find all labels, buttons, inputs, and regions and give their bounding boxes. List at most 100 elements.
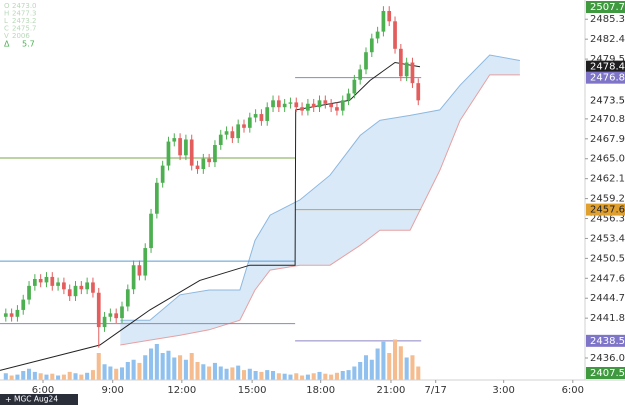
volume-bar xyxy=(149,348,154,380)
volume-bar xyxy=(404,357,409,380)
candle-body xyxy=(329,103,333,108)
candle-body xyxy=(346,93,351,101)
candle-body xyxy=(236,124,241,139)
candle-body xyxy=(96,292,101,328)
volume-bar xyxy=(398,346,403,380)
candle-body xyxy=(91,282,95,293)
candle-body xyxy=(201,158,206,170)
candle-body xyxy=(125,289,130,307)
volume-bar xyxy=(230,367,235,380)
y-tick-label: 2485.3 xyxy=(590,14,625,25)
symbol-tag[interactable]: + MGC Aug24 xyxy=(0,394,78,405)
volume-bar xyxy=(32,371,37,380)
candle-body xyxy=(381,10,386,32)
candle-body xyxy=(178,138,182,156)
candle-body xyxy=(311,103,316,108)
change-key: Δ xyxy=(4,40,10,49)
y-tick-label: 2482.4 xyxy=(590,34,625,45)
volume-bar xyxy=(329,374,334,380)
x-tick-label: 12:00 xyxy=(167,385,196,396)
candle-body xyxy=(358,69,363,80)
volume-bar xyxy=(381,341,386,380)
volume-bar xyxy=(9,375,14,380)
volume-bar xyxy=(56,375,61,380)
edge-label: 2407.5 xyxy=(590,368,625,379)
price-label: 2478.4 xyxy=(590,62,625,73)
volume-bar xyxy=(363,355,369,380)
y-tick-label: 2441.8 xyxy=(590,313,625,324)
candle-body xyxy=(21,299,26,310)
volume-bar xyxy=(79,374,84,380)
x-tick-label: 7/17 xyxy=(424,385,446,396)
volume-bar xyxy=(346,370,351,380)
volume-bar xyxy=(311,373,316,380)
y-tick-label: 2465.0 xyxy=(590,154,625,165)
candle-body xyxy=(300,107,304,111)
volume-bar xyxy=(416,366,421,380)
change-value: 5.7 xyxy=(22,40,35,49)
x-tick-label: 9:00 xyxy=(101,385,123,396)
legend-key: L xyxy=(4,17,8,25)
volume-bar xyxy=(90,370,95,380)
candle-body xyxy=(387,10,392,22)
candle-body xyxy=(253,114,258,118)
x-tick-label: 6:00 xyxy=(32,385,54,396)
volume-bar xyxy=(38,373,43,380)
cloud-upper xyxy=(120,54,520,321)
legend-key: H xyxy=(4,10,9,18)
candle-body xyxy=(131,265,136,290)
candle-body xyxy=(340,100,345,111)
volume-bar xyxy=(102,364,107,380)
price-label-bg xyxy=(586,60,625,73)
volume-bar xyxy=(108,366,113,380)
y-tick-label: 2459.2 xyxy=(590,194,625,205)
volume-bar xyxy=(323,373,328,380)
candle-body xyxy=(306,103,310,111)
volume-bar xyxy=(178,355,183,380)
candle-body xyxy=(3,313,8,317)
candle-body xyxy=(120,306,124,319)
y-tick-label: 2450.5 xyxy=(590,253,625,264)
y-tick-label: 2470.8 xyxy=(590,114,625,125)
volume-bar xyxy=(387,353,392,380)
volume-bar xyxy=(352,366,357,380)
volume-bar xyxy=(21,371,26,380)
axes: 2485.3 2482.4 2479.5 2470.8 2467.9 2465.0 2462… xyxy=(32,1,625,396)
candle-body xyxy=(149,213,153,249)
volume-bar xyxy=(189,353,194,380)
candle-body xyxy=(247,117,252,128)
price-label: 2473.5 xyxy=(590,95,625,106)
volume-bar xyxy=(44,374,49,380)
candle-body xyxy=(259,114,264,121)
volume-bar xyxy=(375,348,380,380)
candle-body xyxy=(352,79,357,94)
candle-body xyxy=(137,265,142,276)
y-tick-label: 2447.6 xyxy=(590,273,625,284)
legend-value: 2006 xyxy=(12,32,30,40)
candle-body xyxy=(44,276,49,283)
symbol: MGC Aug24 xyxy=(14,395,58,404)
candle-body xyxy=(410,62,415,84)
candle-body xyxy=(213,144,217,163)
candle-body xyxy=(335,107,339,111)
volume-bar xyxy=(201,364,206,380)
legend-key: C xyxy=(4,25,9,33)
volume-bar xyxy=(172,357,177,380)
volume-bar xyxy=(207,366,212,380)
volume-bar xyxy=(224,368,229,380)
volume-bar xyxy=(3,373,8,380)
candle-body xyxy=(79,285,84,290)
volume-bar xyxy=(67,371,72,380)
legend-value: 2477.3 xyxy=(12,10,37,18)
candle-body xyxy=(73,285,78,297)
candle-body xyxy=(154,182,159,214)
candle-body xyxy=(56,282,60,286)
candle-body xyxy=(143,248,148,276)
candle-body xyxy=(15,309,20,317)
candle-body xyxy=(160,165,165,183)
candle-body xyxy=(242,124,246,128)
volume-bar xyxy=(114,368,119,380)
candle-body xyxy=(189,139,194,166)
